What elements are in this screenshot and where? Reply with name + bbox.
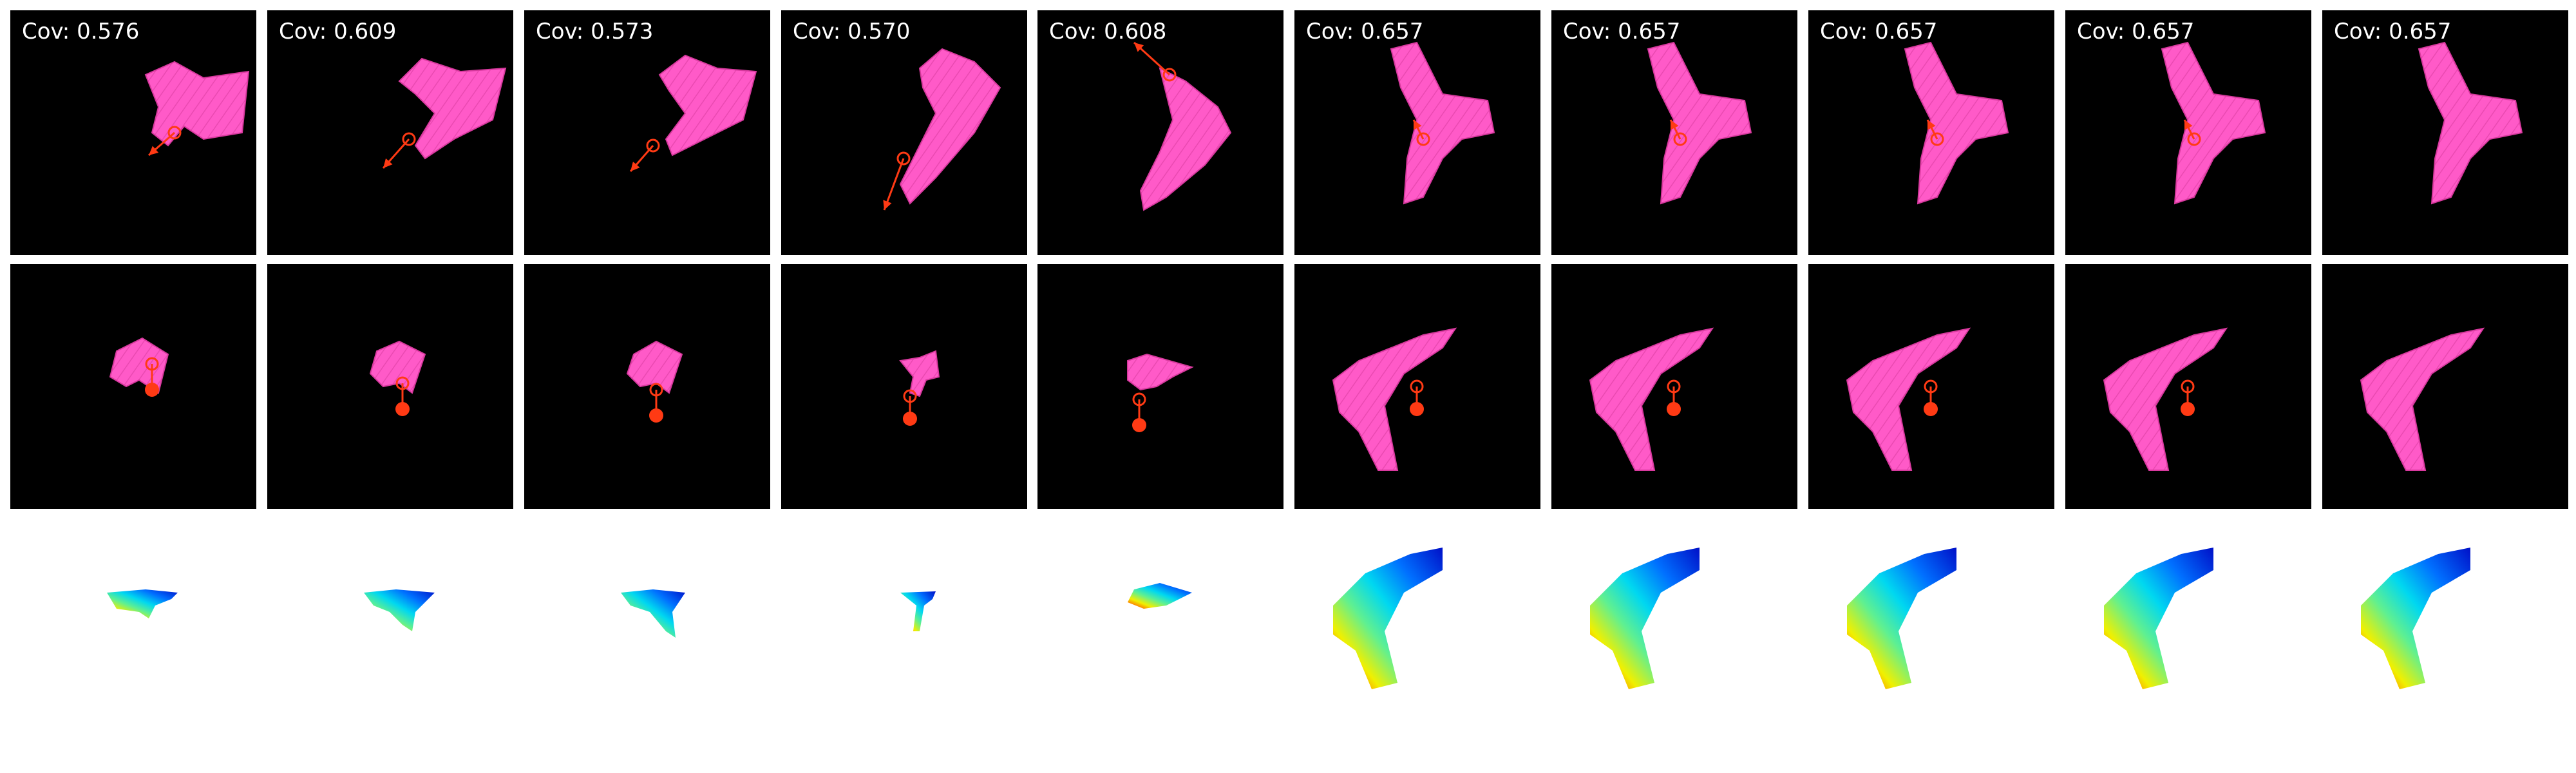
action-marker [2181,379,2195,416]
action-marker [148,126,182,157]
coverage-label: Cov: 0.657 [1563,19,1681,44]
observation-panel-top: Cov: 0.657 [1551,10,1797,255]
depth-map [10,528,256,760]
observation-panel-side [10,264,256,509]
action-marker [649,383,663,423]
depth-map [2065,528,2311,760]
depth-map [2322,528,2568,760]
cloth-shape [398,57,507,160]
action-marker [1926,119,1944,146]
cloth-shape [1846,327,1971,471]
coverage-label: Cov: 0.657 [1306,19,1424,44]
observation-panel-top: Cov: 0.657 [2065,10,2311,255]
action-marker [1410,379,1424,416]
action-marker [1132,392,1146,432]
cloth-shape [2418,41,2523,205]
cloth-shape [1904,41,2009,205]
cloth-shape [1647,41,1752,205]
observation-panel-side [781,264,1027,509]
action-marker [1412,119,1430,146]
action-marker [145,357,159,397]
cloth-shape [1127,353,1194,391]
observation-panel-side [1294,264,1540,509]
cloth-shape [658,54,757,157]
cloth-shape [1589,327,1714,471]
cloth-shape [2360,327,2485,471]
observation-panel-top: Cov: 0.608 [1037,10,1283,255]
depth-shape [2104,548,2213,689]
depth-map [1551,528,1797,760]
depth-shape [1333,548,1443,689]
depth-map [267,528,513,760]
depth-shape [1128,583,1192,609]
action-marker [883,151,911,211]
observation-panel-side [2322,264,2568,509]
depth-shape [2361,548,2470,689]
observation-panel-side [1037,264,1283,509]
coverage-label: Cov: 0.609 [279,19,397,44]
cloth-shape [144,61,250,147]
depth-shape [1847,548,1956,689]
action-marker [1667,379,1681,416]
cloth-shape [899,350,940,397]
depth-shape [621,589,685,638]
observation-panel-top: Cov: 0.657 [1294,10,1540,255]
cloth-shape [1332,327,1457,471]
coverage-label: Cov: 0.576 [22,19,140,44]
coverage-label: Cov: 0.570 [793,19,911,44]
action-marker [629,138,660,172]
coverage-label: Cov: 0.573 [536,19,654,44]
cloth-shape [2161,41,2266,205]
cloth-shape [626,340,683,394]
coverage-label: Cov: 0.657 [1820,19,1938,44]
coverage-label: Cov: 0.657 [2077,19,2195,44]
depth-shape [364,589,435,631]
observation-panel-side [2065,264,2311,509]
observation-panel-side [524,264,770,509]
observation-panel-top: Cov: 0.609 [267,10,513,255]
depth-shape [107,589,178,618]
observation-panel-side [267,264,513,509]
action-marker [1924,379,1938,416]
depth-map [1808,528,2054,760]
observation-panel-side [1551,264,1797,509]
action-marker [903,389,917,426]
observation-panel-top: Cov: 0.657 [1808,10,2054,255]
action-marker [1669,119,1687,146]
action-marker [1133,41,1177,82]
depth-map [524,528,770,760]
cloth-shape [1139,67,1232,211]
action-marker [2183,119,2201,146]
cloth-shape [1390,41,1495,205]
observation-panel-top: Cov: 0.657 [2322,10,2568,255]
action-marker [382,132,416,169]
observation-panel-top: Cov: 0.573 [524,10,770,255]
cloth-shape [899,48,1001,205]
coverage-label: Cov: 0.657 [2334,19,2452,44]
observation-panel-top: Cov: 0.576 [10,10,256,255]
depth-map [1294,528,1540,760]
observation-panel-top: Cov: 0.570 [781,10,1027,255]
cloth-shape [109,337,169,394]
action-marker [395,376,410,416]
coverage-label: Cov: 0.608 [1049,19,1167,44]
depth-map [1037,528,1283,760]
depth-shape [900,591,936,631]
depth-shape [1590,548,1700,689]
cloth-shape [2103,327,2228,471]
depth-map [781,528,1027,760]
observation-panel-side [1808,264,2054,509]
